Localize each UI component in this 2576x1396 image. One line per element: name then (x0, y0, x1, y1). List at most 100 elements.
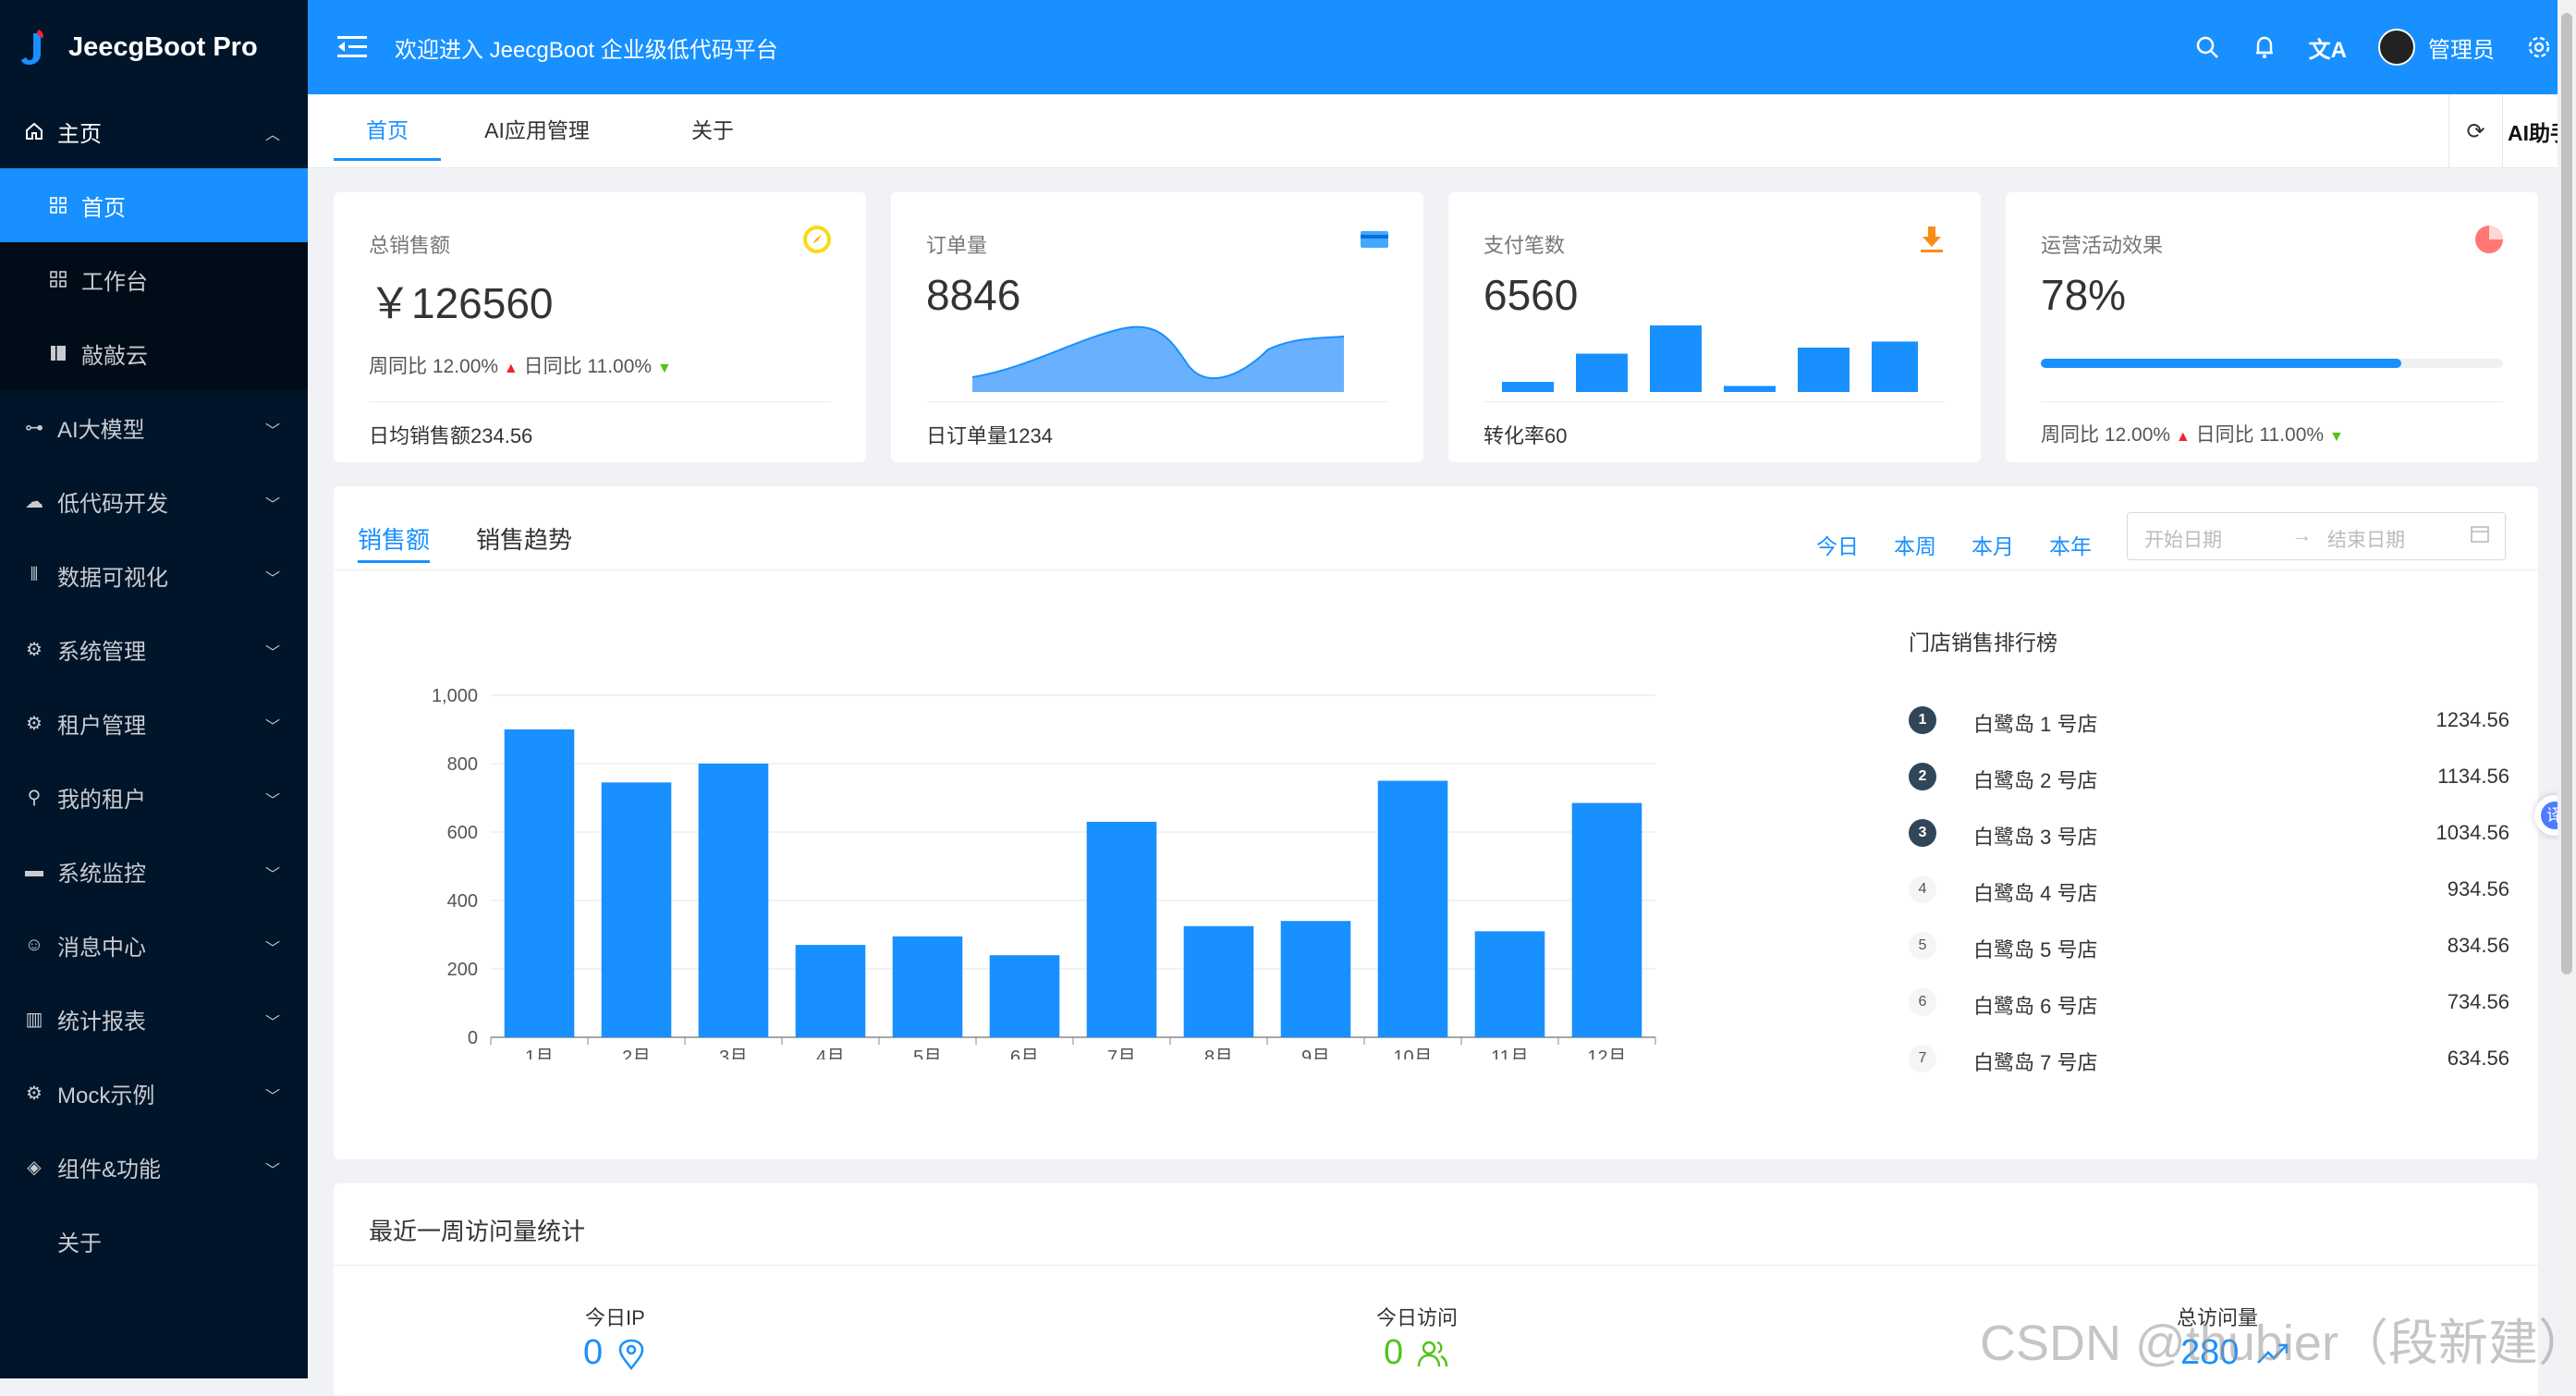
home-icon (24, 121, 44, 141)
bar-1月[interactable] (504, 729, 575, 1037)
x-tick-label: 5月 (913, 1047, 942, 1059)
range-year[interactable]: 本年 (2049, 534, 2092, 558)
trend-up-icon (2257, 1343, 2289, 1364)
page-scrollbar[interactable] (2558, 0, 2576, 1378)
mini-bar (1724, 386, 1776, 392)
app-logo[interactable]: JeecgBoot Pro (0, 0, 308, 94)
location-icon (618, 1339, 644, 1370)
sidebar-item-8[interactable]: ▥ 统计报表 ﹀ (0, 982, 308, 1056)
rank-store-name: 白鹭岛 7 号店 (1973, 1051, 2098, 1074)
bell-icon[interactable] (2252, 34, 2277, 60)
visit-label-ip: 今日IP (585, 1306, 645, 1329)
settings-icon[interactable] (2526, 34, 2552, 60)
sidebar-item-7[interactable]: ☺ 消息中心 ﹀ (0, 908, 308, 982)
tab-home[interactable]: 首页 (334, 94, 441, 161)
y-tick-label: 600 (447, 823, 478, 843)
arrow-up-icon: ▲ (503, 361, 519, 376)
bar-2月[interactable] (601, 782, 672, 1037)
sidebar-item-workbench[interactable]: 工作台 (0, 242, 308, 316)
divider (369, 401, 831, 402)
stat-trend: 周同比 12.00% ▲ 日同比 11.00% ▼ (369, 351, 672, 379)
scrollbar-thumb[interactable] (2561, 13, 2572, 974)
sidebar-item-1[interactable]: ☁ 低代码开发 ﹀ (0, 464, 308, 538)
sidebar-item-home[interactable]: 主页 ︿ (0, 94, 308, 168)
sales-panel: 销售额 销售趋势 今日 本周 本月 本年 开始日期 → 结束日期 0 200 400… (334, 486, 2538, 1159)
bar-8月[interactable] (1183, 925, 1254, 1037)
stat-footer: 转化率60 (1483, 424, 1568, 447)
bar-4月[interactable] (795, 945, 866, 1037)
y-tick-label: 0 (468, 1028, 478, 1048)
bar-11月[interactable] (1474, 931, 1545, 1037)
sidebar: JeecgBoot Pro 主页 ︿ 首页 工作台 敲敲云 ⊶ AI大模型 ﹀ ☁ 低 (0, 0, 308, 1378)
x-tick-label: 6月 (1010, 1047, 1039, 1059)
sidebar-item-4[interactable]: ⚙ 租户管理 ﹀ (0, 686, 308, 760)
range-week[interactable]: 本周 (1894, 534, 1936, 558)
tab-sales-trend[interactable]: 销售趋势 (476, 526, 573, 554)
sidebar-item-9[interactable]: ⚙ Mock示例 ﹀ (0, 1056, 308, 1130)
visit-title: 最近一周访问量统计 (369, 1218, 586, 1245)
message-icon: ☺ (24, 934, 44, 955)
tab-ai-app[interactable]: AI应用管理 (484, 118, 590, 142)
sidebar-item-0[interactable]: ⊶ AI大模型 ﹀ (0, 390, 308, 464)
mini-bar (1502, 382, 1554, 392)
stat-footer: 日订单量1234 (926, 424, 1053, 447)
sidebar-item-dashboard[interactable]: 首页 (0, 168, 308, 242)
chevron-down-icon: ﹀ (264, 1015, 280, 1031)
pie-chart-icon (2475, 226, 2503, 253)
rank-store-value: 634.56 (2447, 1047, 2509, 1070)
sidebar-item-10[interactable]: ◈ 组件&功能 ﹀ (0, 1130, 308, 1204)
robot-icon: ⊶ (25, 417, 43, 438)
sidebar-item-label: 系统管理 (57, 639, 146, 665)
range-today[interactable]: 今日 (1816, 534, 1859, 558)
rank-store-value: 734.56 (2447, 990, 2509, 1013)
week-compare: 周同比 12.00% (2041, 424, 2171, 446)
end-date-input[interactable]: 结束日期 (2327, 530, 2405, 551)
rank-row: 4 白鹭岛 4 号店 934.56 (1909, 870, 2509, 907)
watermark: CSDN @thubier（段新建） (1980, 1316, 2576, 1371)
progress-fill (2041, 359, 2401, 368)
rank-store-name: 白鹭岛 6 号店 (1973, 995, 2098, 1018)
welcome-text: 欢迎进入 JeecgBoot 企业级低代码平台 (395, 37, 778, 63)
start-date-input[interactable]: 开始日期 (2144, 530, 2222, 551)
visit-value-today: 0 (1384, 1333, 1404, 1372)
payment-mini-bars (1502, 325, 1918, 392)
bar-9月[interactable] (1280, 921, 1351, 1037)
tab-sales[interactable]: 销售额 (358, 526, 431, 554)
sidebar-item-qiaoqiaoyun[interactable]: 敲敲云 (0, 316, 308, 390)
sidebar-item-3[interactable]: ⚙ 系统管理 ﹀ (0, 612, 308, 686)
bar-7月[interactable] (1086, 821, 1157, 1037)
tab-about[interactable]: 关于 (691, 118, 734, 142)
user-menu[interactable]: 管理员 (2378, 29, 2495, 66)
x-tick-label: 12月 (1587, 1047, 1626, 1059)
stat-trend: 周同比 12.00% ▲ 日同比 11.00% ▼ (2041, 420, 2344, 447)
refresh-icon[interactable]: ⟳ (2448, 94, 2502, 168)
sidebar-item-5[interactable]: ⚲ 我的租户 ﹀ (0, 760, 308, 834)
bar-5月[interactable] (892, 936, 963, 1037)
chevron-down-icon: ﹀ (264, 719, 280, 735)
translate-icon[interactable]: 文A (2308, 37, 2347, 63)
chevron-down-icon: ﹀ (264, 1089, 280, 1105)
bar-12月[interactable] (1571, 802, 1642, 1037)
bar-3月[interactable] (698, 764, 769, 1037)
app-name: JeecgBoot Pro (68, 31, 258, 62)
campaign-progress (2041, 359, 2503, 368)
date-range-picker[interactable]: 开始日期 → 结束日期 (2127, 512, 2506, 560)
sidebar-item-label: 工作台 (81, 269, 148, 295)
sidebar-item-2[interactable]: ⫴ 数据可视化 ﹀ (0, 538, 308, 612)
week-compare: 周同比 12.00% (369, 356, 499, 377)
search-icon[interactable] (2194, 34, 2220, 60)
stat-value: 78% (2041, 271, 2127, 319)
sidebar-item-11[interactable]: 关于 (0, 1204, 308, 1278)
sidebar-item-6[interactable]: ▬ 系统监控 ﹀ (0, 834, 308, 908)
sales-bar-chart: 0 200 400 600 800 1,000 1月 2月 3月 4月 5月 6月 7月 8月 9月 10月 1… (432, 686, 1656, 1059)
menu-fold-icon[interactable] (336, 33, 369, 61)
rank-store-name: 白鹭岛 2 号店 (1973, 769, 2098, 792)
chevron-down-icon: ﹀ (264, 497, 280, 513)
sidebar-item-label: 统计报表 (57, 1009, 146, 1035)
range-month[interactable]: 本月 (1972, 534, 2014, 558)
bar-6月[interactable] (989, 955, 1060, 1037)
visit-value-ip: 0 (583, 1333, 604, 1372)
rank-title: 门店销售排行榜 (1909, 631, 2057, 655)
bar-10月[interactable] (1377, 780, 1448, 1038)
visit-value-total: 280 (2180, 1333, 2240, 1372)
